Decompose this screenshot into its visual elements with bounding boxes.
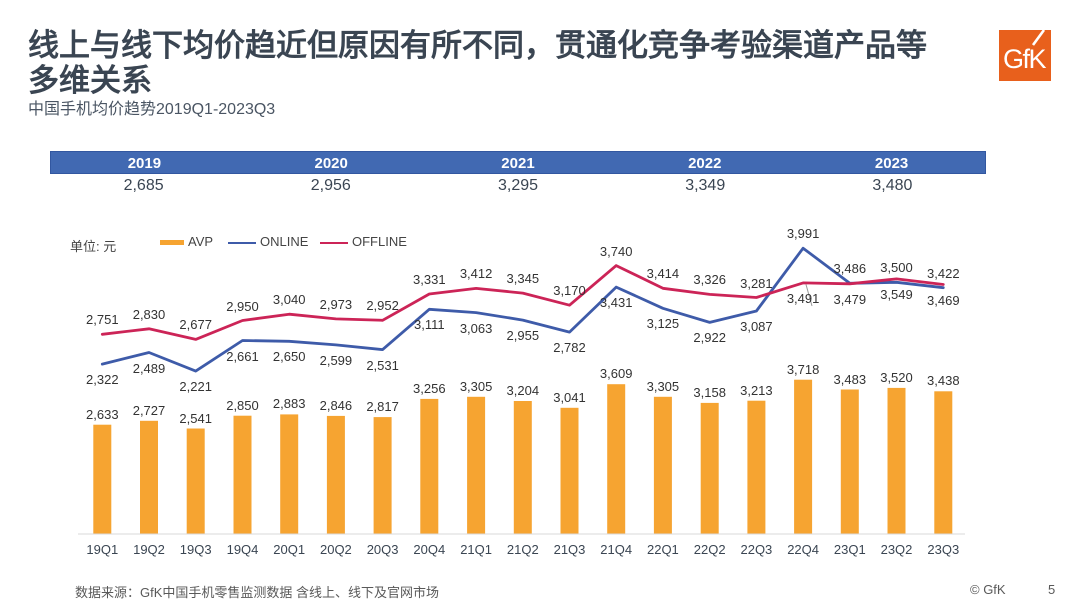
svg-text:GfK: GfK [1003,44,1047,74]
